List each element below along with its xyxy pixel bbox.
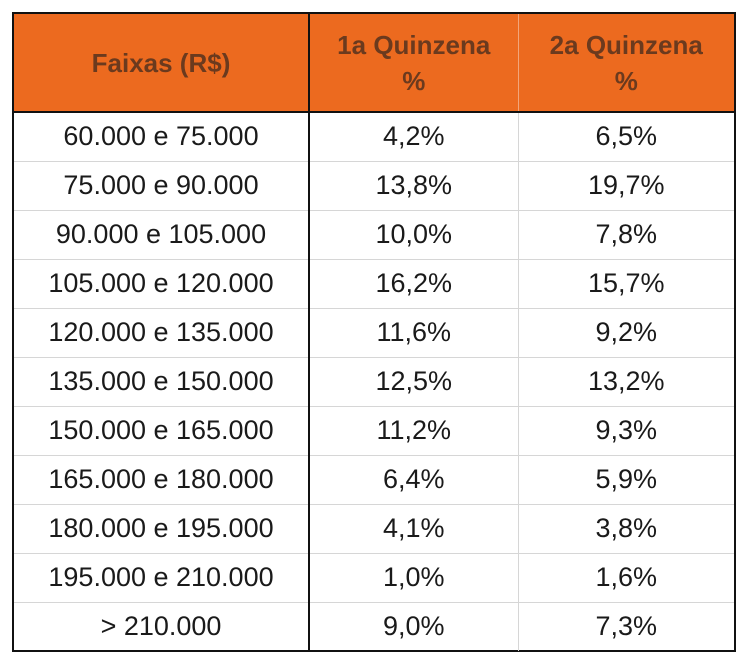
percentage-table: Faixas (R$) 1a Quinzena % 2a Quinzena % … (12, 12, 736, 652)
header-2a-quinzena-line-1: 2a Quinzena (549, 29, 703, 60)
cell-1a-quinzena: 6,4% (309, 454, 519, 504)
table-row: 120.000 e 135.000 11,6% 9,2% (14, 307, 734, 357)
cell-2a-quinzena: 9,2% (518, 307, 734, 357)
cell-faixa: 105.000 e 120.000 (14, 258, 310, 308)
cell-1a-quinzena: 9,0% (309, 601, 519, 651)
table-row: 90.000 e 105.000 10,0% 7,8% (14, 209, 734, 259)
table-row: 150.000 e 165.000 11,2% 9,3% (14, 405, 734, 455)
table-row: 60.000 e 75.000 4,2% 6,5% (14, 112, 734, 161)
table-row: 75.000 e 90.000 13,8% 19,7% (14, 160, 734, 210)
table-row: 165.000 e 180.000 6,4% 5,9% (14, 454, 734, 504)
cell-faixa: 120.000 e 135.000 (14, 307, 310, 357)
cell-1a-quinzena: 10,0% (309, 209, 519, 259)
cell-1a-quinzena: 4,1% (309, 503, 519, 553)
cell-1a-quinzena: 11,2% (309, 405, 519, 455)
cell-2a-quinzena: 1,6% (518, 552, 734, 602)
cell-2a-quinzena: 6,5% (595, 121, 658, 152)
cell-2a-quinzena: 13,2% (518, 356, 734, 406)
header-1a-quinzena-line-1: 1a Quinzena (337, 29, 491, 60)
cell-2a-quinzena: 7,3% (518, 601, 734, 651)
table-row: 195.000 e 210.000 1,0% 1,6% (14, 552, 734, 602)
cell-1a-quinzena: 4,2% (309, 112, 519, 161)
cell-faixa: 165.000 e 180.000 (14, 454, 310, 504)
table-body: 60.000 e 75.000 4,2% 6,5% 75.000 e 90.000 13… (14, 112, 734, 651)
cell-1a-quinzena: 16,2% (309, 258, 519, 308)
cell-faixa: 90.000 e 105.000 (14, 209, 310, 259)
cell-2a-quinzena: 5,9% (518, 454, 734, 504)
cell-faixa: > 210.000 (14, 601, 310, 651)
cell-1a-quinzena: 11,6% (309, 307, 519, 357)
table-row: 135.000 e 150.000 12,5% 13,2% (14, 356, 734, 406)
table-row: 105.000 e 120.000 16,2% 15,7% (14, 258, 734, 308)
cell-2a-quinzena: 15,7% (518, 258, 734, 308)
header-1a-quinzena-line-2: % (402, 65, 426, 96)
cell-1a-quinzena: 12,5% (309, 356, 519, 406)
cell-faixa: 75.000 e 90.000 (14, 160, 310, 210)
cell-2a-quinzena: 7,8% (518, 209, 734, 259)
header-faixas-line-1: Faixas (R$) (91, 47, 231, 78)
table-row: 180.000 e 195.000 4,1% 3,8% (14, 503, 734, 553)
cell-faixa: 195.000 e 210.000 (14, 552, 310, 602)
data-table: Faixas (R$) 1a Quinzena % 2a Quinzena % … (14, 14, 734, 651)
cell-1a-quinzena: 1,0% (309, 552, 519, 602)
header-2a-quinzena-line-2: % (614, 65, 638, 96)
table-row: > 210.000 9,0% 7,3% (14, 601, 734, 651)
cell-faixa: 60.000 e 75.000 (14, 112, 310, 161)
cell-faixa: 150.000 e 165.000 (14, 405, 310, 455)
cell-faixa: 135.000 e 150.000 (14, 356, 310, 406)
header-1a-quinzena: 1a Quinzena % (309, 14, 519, 113)
cell-2a-quinzena: 19,7% (518, 160, 734, 210)
cell-2a-quinzena: 9,3% (518, 405, 734, 455)
table-header: Faixas (R$) 1a Quinzena % 2a Quinzena % (14, 14, 734, 113)
cell-1a-quinzena: 13,8% (309, 160, 519, 210)
header-faixas: Faixas (R$) (14, 14, 310, 113)
cell-faixa: 180.000 e 195.000 (14, 503, 310, 553)
header-2a-quinzena: 2a Quinzena % (518, 14, 734, 113)
header-row: Faixas (R$) 1a Quinzena % 2a Quinzena % (14, 14, 734, 113)
cell-2a-quinzena: 3,8% (518, 503, 734, 553)
